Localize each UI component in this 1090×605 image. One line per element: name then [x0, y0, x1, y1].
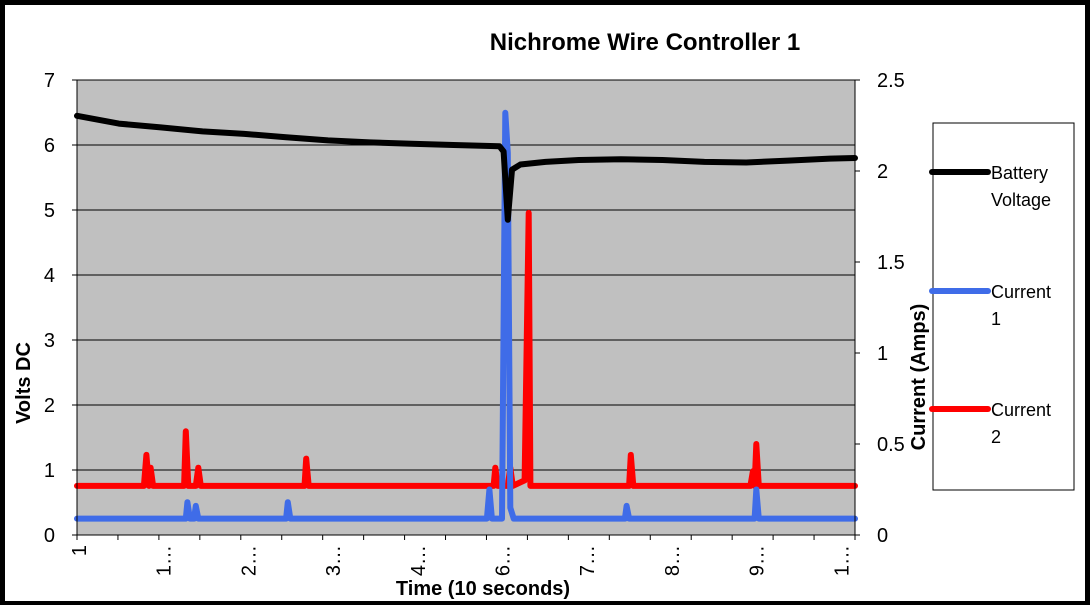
x-tick-label: 7…	[577, 545, 599, 576]
x-tick-label: 3…	[323, 545, 345, 576]
y-tick-label: 3	[44, 330, 55, 352]
x-tick-label: 4…	[408, 545, 430, 576]
x-tick-label: 1…	[831, 545, 853, 576]
y-tick-label: 0	[44, 525, 55, 547]
x-tick-label: 6…	[493, 545, 515, 576]
series-group	[74, 109, 858, 522]
legend-label: Current 1	[991, 282, 1051, 329]
y2-tick-label: 1	[877, 343, 888, 365]
y-tick-label: 5	[44, 200, 55, 222]
legend-box	[932, 122, 1075, 491]
plot-area	[76, 79, 856, 536]
y2-tick-label: 2	[877, 161, 888, 183]
x-tick-label: 1	[69, 545, 91, 556]
x-tick-label: 9…	[747, 545, 769, 576]
y-tick-label: 2	[44, 395, 55, 417]
y2-tick-label: 0	[877, 525, 888, 547]
y2-tick-label: 1.5	[877, 252, 905, 274]
y-tick-label: 4	[44, 265, 55, 287]
chart-title: Nichrome Wire Controller 1	[490, 29, 801, 56]
x-tick-label: 8…	[662, 545, 684, 576]
legend-label: Current 2	[991, 400, 1051, 447]
y2-tick-label: 2.5	[877, 70, 905, 92]
y-tick-label: 6	[44, 135, 55, 157]
legend: Battery Voltage Current 1 Current 2	[929, 122, 1075, 491]
y-tick-label: 7	[44, 70, 55, 92]
y-axis-label: Volts DC	[13, 342, 35, 424]
legend-label: Battery Voltage	[991, 163, 1051, 210]
axes-group: 0 1 2 3 4 5 6 7 0 0.5 1 1.5 2 2.5 1 1… 2… 3… 4… 6… 7… 8… 9… 1…	[44, 70, 905, 576]
y2-axis-label: Current (Amps)	[908, 304, 930, 451]
series-line-battery-voltage	[74, 112, 858, 223]
y-tick-label: 1	[44, 460, 55, 482]
series-line-current-2	[74, 209, 858, 489]
series-line-current-1	[74, 109, 858, 522]
x-tick-label: 1…	[154, 545, 176, 576]
x-tick-label: 2…	[238, 545, 260, 576]
x-axis-label: Time (10 seconds)	[396, 578, 570, 600]
chart-canvas: 0 1 2 3 4 5 6 7 0 0.5 1 1.5 2 2.5 1 1… 2… 3… 4… 6… 7… 8… 9… 1… …	[5, 5, 1085, 601]
y2-tick-label: 0.5	[877, 434, 905, 456]
